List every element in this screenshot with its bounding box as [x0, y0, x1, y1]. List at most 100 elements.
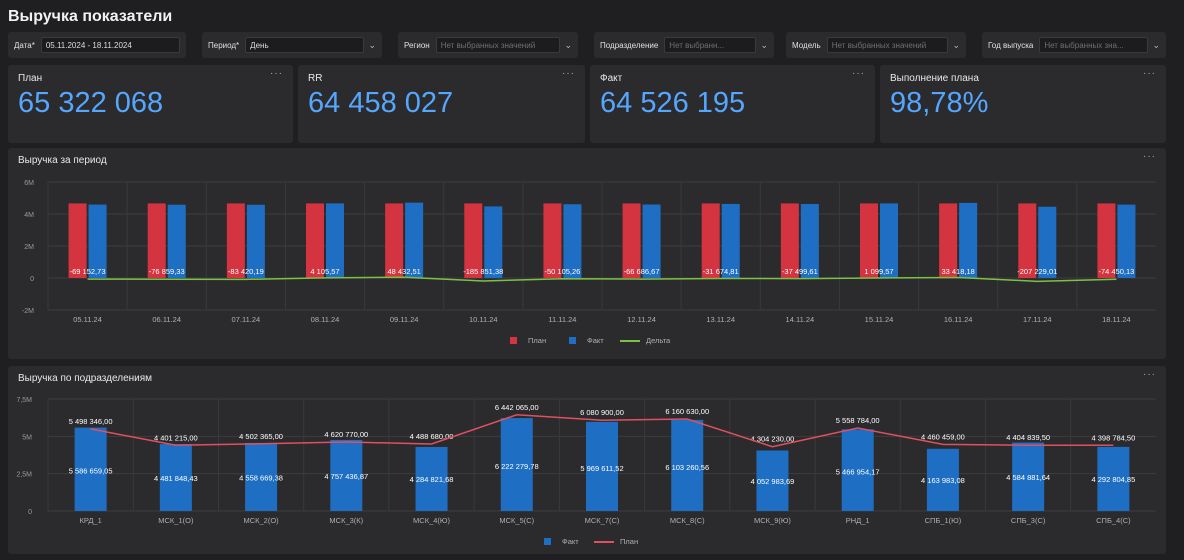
division-select[interactable]: Нет выбранн... — [664, 37, 757, 53]
kpi-plan-value: 65 322 068 — [18, 87, 164, 119]
fact-data-label: 5 466 954,17 — [836, 467, 880, 476]
delta-data-label: -37 499,61 — [782, 267, 818, 276]
y-tick-label: 7,5M — [16, 397, 32, 404]
filter-bar: Дата* 05.11.2024 - 18.11.2024 Период* Де… — [8, 32, 1166, 58]
more-menu-icon[interactable]: ··· — [270, 68, 283, 79]
legend-fact-label: Факт — [587, 336, 604, 345]
year-filter[interactable]: Год выпуска Нет выбранных зна... ⌄ — [982, 32, 1166, 58]
y-tick-label: 2,5M — [16, 472, 32, 479]
fact-bar — [159, 444, 192, 511]
more-menu-icon[interactable]: ··· — [562, 68, 575, 79]
plan-data-label: 4 502 365,00 — [239, 432, 283, 441]
x-tick-label: 13.11.24 — [706, 315, 735, 324]
x-tick-label: МСК_4(Ю) — [413, 516, 450, 525]
y-tick-label: -2M — [22, 308, 34, 315]
fact-bar — [484, 206, 503, 278]
chevron-down-icon[interactable]: ⌄ — [760, 39, 768, 50]
model-select-placeholder: Нет выбранных значений — [831, 40, 927, 50]
delta-data-label: -207 229,01 — [1017, 267, 1057, 276]
more-menu-icon[interactable]: ··· — [1143, 68, 1156, 79]
fact-bar — [326, 203, 344, 278]
model-filter-label: Модель — [792, 40, 821, 50]
revenue-by-division-chart: 7,5M 5M 2,5M 0 5 498 346,00 5 586 659,05 КРД_1… — [16, 397, 1156, 546]
kpi-plan-completion-card: Выполнение плана 98,78% ··· — [880, 65, 1166, 143]
plan-bar — [701, 203, 720, 278]
fact-bar — [167, 204, 186, 278]
fact-data-label: 4 481 848,43 — [154, 474, 198, 483]
revenue-by-division-title: Выручка по подразделениям — [18, 373, 153, 384]
fact-bar — [586, 421, 618, 511]
plan-bar — [543, 203, 562, 278]
more-menu-icon[interactable]: ··· — [1143, 151, 1156, 162]
x-tick-label: 06.11.24 — [152, 315, 181, 324]
x-tick-label: МСК_5(С) — [499, 516, 534, 525]
chevron-down-icon[interactable]: ⌄ — [1152, 39, 1160, 50]
date-filter[interactable]: Дата* 05.11.2024 - 18.11.2024 — [8, 32, 186, 58]
chevron-down-icon[interactable]: ⌄ — [564, 39, 572, 50]
plan-bar — [780, 203, 799, 278]
kpi-plan-label: План — [18, 73, 43, 84]
kpi-fact-value: 64 526 195 — [600, 87, 746, 119]
x-tick-label: МСК_2(О) — [243, 516, 279, 525]
chevron-down-icon[interactable]: ⌄ — [952, 39, 960, 50]
y-tick-label: 4M — [24, 212, 34, 219]
plan-bar — [68, 203, 87, 278]
fact-data-label: 6 222 279,78 — [495, 462, 539, 471]
delta-data-label: -66 686,67 — [624, 267, 660, 276]
plan-bar — [147, 203, 166, 278]
x-tick-label: 05.11.24 — [73, 315, 102, 324]
year-filter-label: Год выпуска — [988, 40, 1034, 50]
revenue-by-period-title: Выручка за период — [18, 155, 107, 166]
period-filter[interactable]: Период* День ⌄ — [202, 32, 382, 58]
fact-bar — [74, 427, 107, 511]
fact-data-label: 4 292 804,85 — [1091, 475, 1135, 484]
legend-plan-label: План — [528, 336, 546, 345]
x-tick-label: 14.11.24 — [786, 315, 815, 324]
y-tick-label: 5M — [22, 434, 32, 441]
period-select[interactable]: День — [245, 37, 365, 53]
fact-bar — [500, 418, 533, 511]
plan-data-label: 4 304 230,00 — [751, 435, 795, 444]
legend-fact-label: Факт — [562, 537, 579, 546]
fact-bar — [721, 203, 740, 278]
x-tick-label: МСК_9(Ю) — [754, 516, 791, 525]
model-select[interactable]: Нет выбранных значений — [826, 37, 949, 53]
more-menu-icon[interactable]: ··· — [852, 68, 865, 79]
kpi-fact-label: Факт — [600, 73, 623, 84]
fact-bar — [1117, 204, 1136, 278]
kpi-fact-card: Факт 64 526 195 ··· — [590, 65, 875, 143]
date-range-input[interactable]: 05.11.2024 - 18.11.2024 — [40, 37, 180, 53]
fact-bar — [671, 419, 704, 511]
fact-bar — [800, 204, 819, 278]
plan-bar — [464, 203, 483, 278]
delta-data-label: -31 674,81 — [703, 267, 739, 276]
division-select-placeholder: Нет выбранн... — [669, 40, 725, 50]
y-tick-label: 0 — [28, 509, 32, 516]
chevron-down-icon[interactable]: ⌄ — [368, 39, 376, 50]
plan-bar — [226, 203, 245, 278]
revenue-by-period-chart: 6M 4M 2M 0 -2M -69 152,73 05.11.24 -76 859,33 06… — [22, 180, 1156, 345]
plan-data-label: 6 160 630,00 — [665, 407, 709, 416]
x-tick-label: 12.11.24 — [627, 315, 656, 324]
legend-fact-swatch — [544, 538, 551, 545]
model-filter[interactable]: Модель Нет выбранных значений ⌄ — [786, 32, 966, 58]
kpi-rr-card: RR 64 458 027 ··· — [298, 65, 585, 143]
delta-data-label: 33 418,18 — [941, 267, 974, 276]
delta-data-label: 48 432,51 — [387, 267, 420, 276]
fact-bar — [841, 429, 874, 511]
fact-data-label: 4 558 669,38 — [239, 473, 283, 482]
period-filter-label: Период* — [208, 40, 240, 50]
year-select[interactable]: Нет выбранных зна... — [1039, 37, 1149, 53]
plan-bar — [622, 203, 641, 278]
region-filter[interactable]: Регион Нет выбранных значений ⌄ — [398, 32, 578, 58]
more-menu-icon[interactable]: ··· — [1143, 369, 1156, 380]
x-tick-label: МСК_8(С) — [670, 516, 705, 525]
y-tick-label: 2M — [24, 244, 34, 251]
plan-data-label: 6 080 900,00 — [580, 408, 624, 417]
region-select[interactable]: Нет выбранных значений — [435, 37, 561, 53]
fact-data-label: 5 586 659,05 — [69, 466, 113, 475]
y-tick-label: 0 — [30, 276, 34, 283]
kpi-plan-card: План 65 322 068 ··· — [8, 65, 293, 143]
division-filter[interactable]: Подразделение Нет выбранн... ⌄ — [594, 32, 774, 58]
x-tick-label: СПБ_1(Ю) — [925, 516, 962, 525]
